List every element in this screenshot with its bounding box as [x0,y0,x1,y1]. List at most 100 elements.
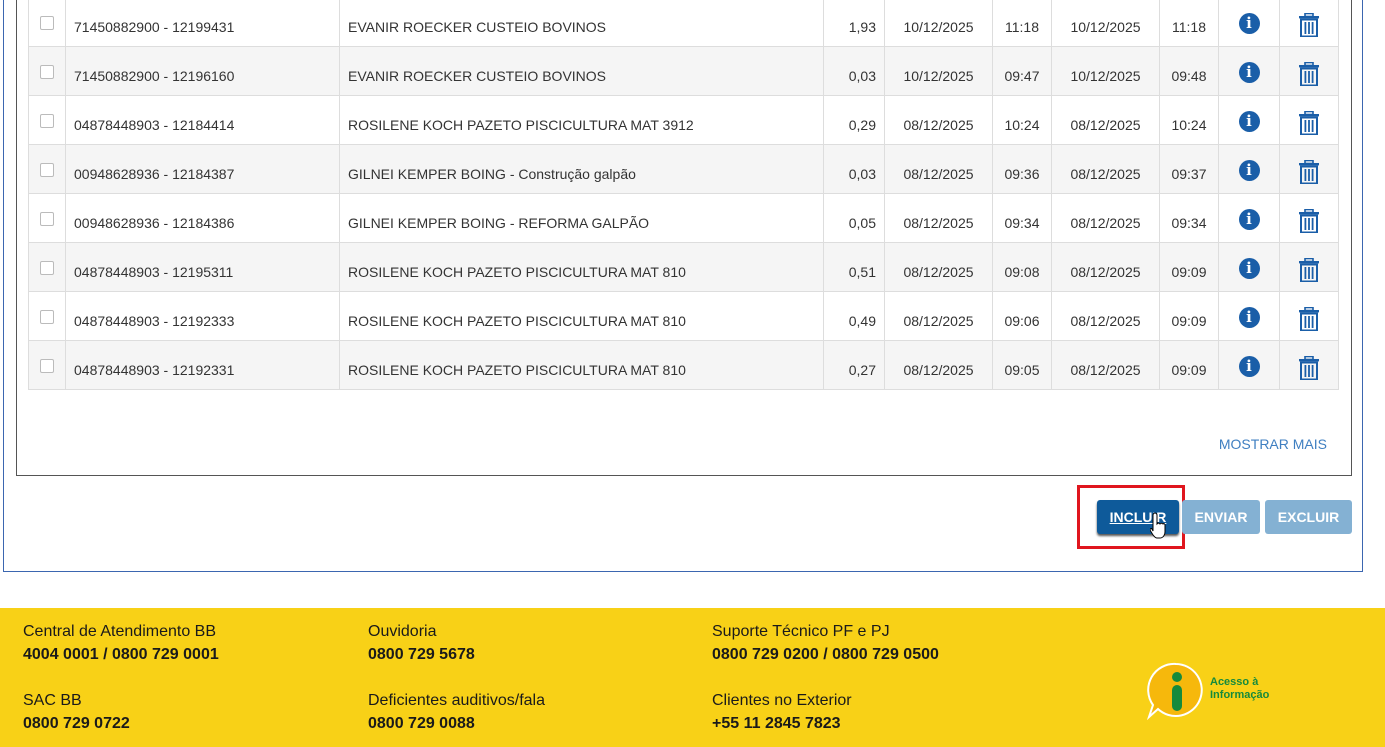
show-more-link[interactable]: MOSTRAR MAIS [1218,436,1327,452]
info-icon[interactable]: i [1238,111,1260,132]
info-icon[interactable]: i [1238,258,1260,279]
table-row: 04878448903 - 12192333 ROSILENE KOCH PAZ… [28,291,1339,341]
row-checkbox[interactable] [40,65,54,79]
info-icon[interactable]: i [1238,356,1260,377]
records-table: 71450882900 - 12199431 EVANIR ROECKER CU… [28,0,1339,390]
id-cell: 04878448903 - 12184414 [65,95,340,145]
table-row: 04878448903 - 12192331 ROSILENE KOCH PAZ… [28,340,1339,390]
row-checkbox[interactable] [40,359,54,373]
description-cell: EVANIR ROECKER CUSTEIO BOVINOS [339,0,824,47]
time-start-cell: 10:24 [992,95,1052,145]
footer-exterior: Clientes no Exterior +55 11 2845 7823 [712,692,852,732]
date-end-cell: 08/12/2025 [1051,144,1160,194]
row-checkbox[interactable] [40,16,54,30]
excluir-button[interactable]: EXCLUIR [1265,500,1352,534]
info-icon[interactable]: i [1238,13,1260,34]
date-start-cell: 10/12/2025 [884,0,993,47]
description-cell: GILNEI KEMPER BOING - REFORMA GALPÃO [339,193,824,243]
time-start-cell: 09:34 [992,193,1052,243]
date-start-cell: 08/12/2025 [884,95,993,145]
date-start-cell: 08/12/2025 [884,340,993,390]
value-cell: 0,27 [823,340,885,390]
value-cell: 0,03 [823,144,885,194]
id-cell: 00948628936 - 12184387 [65,144,340,194]
enviar-button[interactable]: ENVIAR [1182,500,1260,534]
table-row: 00948628936 - 12184387 GILNEI KEMPER BOI… [28,144,1339,194]
time-end-cell: 09:37 [1159,144,1219,194]
info-icon[interactable]: i [1238,160,1260,181]
footer-ouvidoria: Ouvidoria 0800 729 5678 [368,623,475,663]
date-end-cell: 10/12/2025 [1051,0,1160,47]
time-end-cell: 11:18 [1159,0,1219,47]
trash-icon[interactable] [1299,355,1319,383]
description-cell: ROSILENE KOCH PAZETO PISCICULTURA MAT 81… [339,242,824,292]
date-start-cell: 08/12/2025 [884,242,993,292]
date-end-cell: 08/12/2025 [1051,193,1160,243]
date-end-cell: 08/12/2025 [1051,340,1160,390]
footer: Central de Atendimento BB 4004 0001 / 080… [0,608,1385,747]
id-cell: 04878448903 - 12192333 [65,291,340,341]
time-end-cell: 10:24 [1159,95,1219,145]
value-cell: 0,49 [823,291,885,341]
trash-icon[interactable] [1299,110,1319,138]
trash-icon[interactable] [1299,61,1319,89]
time-start-cell: 09:06 [992,291,1052,341]
time-start-cell: 09:08 [992,242,1052,292]
acesso-informacao-logo[interactable] [1146,662,1206,720]
value-cell: 1,93 [823,0,885,47]
id-cell: 00948628936 - 12184386 [65,193,340,243]
trash-icon[interactable] [1299,306,1319,334]
row-checkbox[interactable] [40,212,54,226]
time-end-cell: 09:09 [1159,242,1219,292]
description-cell: GILNEI KEMPER BOING - Construção galpão [339,144,824,194]
time-start-cell: 09:05 [992,340,1052,390]
date-end-cell: 08/12/2025 [1051,291,1160,341]
description-cell: ROSILENE KOCH PAZETO PISCICULTURA MAT 39… [339,95,824,145]
description-cell: EVANIR ROECKER CUSTEIO BOVINOS [339,46,824,96]
logo-text: Acesso à Informação [1210,676,1270,701]
footer-suporte: Suporte Técnico PF e PJ 0800 729 0200 / 0… [712,623,939,663]
time-start-cell: 09:47 [992,46,1052,96]
id-cell: 71450882900 - 12199431 [65,0,340,47]
table-row: 04878448903 - 12195311 ROSILENE KOCH PAZ… [28,242,1339,292]
date-start-cell: 08/12/2025 [884,144,993,194]
info-icon[interactable]: i [1238,307,1260,328]
time-end-cell: 09:09 [1159,340,1219,390]
row-checkbox[interactable] [40,310,54,324]
trash-icon[interactable] [1299,12,1319,40]
table-row: 71450882900 - 12196160 EVANIR ROECKER CU… [28,46,1339,96]
date-start-cell: 10/12/2025 [884,46,993,96]
description-cell: ROSILENE KOCH PAZETO PISCICULTURA MAT 81… [339,340,824,390]
table-container [16,0,1352,476]
table-row: 71450882900 - 12199431 EVANIR ROECKER CU… [28,0,1339,47]
footer-sac: SAC BB 0800 729 0722 [23,692,130,732]
value-cell: 0,03 [823,46,885,96]
date-start-cell: 08/12/2025 [884,291,993,341]
value-cell: 0,51 [823,242,885,292]
time-start-cell: 11:18 [992,0,1052,47]
date-end-cell: 08/12/2025 [1051,242,1160,292]
row-checkbox[interactable] [40,261,54,275]
time-end-cell: 09:09 [1159,291,1219,341]
date-end-cell: 10/12/2025 [1051,46,1160,96]
info-icon[interactable]: i [1238,209,1260,230]
table-row: 04878448903 - 12184414 ROSILENE KOCH PAZ… [28,95,1339,145]
value-cell: 0,05 [823,193,885,243]
trash-icon[interactable] [1299,208,1319,236]
hand-cursor-icon [1150,512,1166,539]
footer-deficientes: Deficientes auditivos/fala 0800 729 0088 [368,692,545,732]
table-row: 00948628936 - 12184386 GILNEI KEMPER BOI… [28,193,1339,243]
footer-central: Central de Atendimento BB 4004 0001 / 080… [23,623,219,663]
id-cell: 04878448903 - 12192331 [65,340,340,390]
trash-icon[interactable] [1299,257,1319,285]
date-end-cell: 08/12/2025 [1051,95,1160,145]
info-icon[interactable]: i [1238,62,1260,83]
id-cell: 04878448903 - 12195311 [65,242,340,292]
trash-icon[interactable] [1299,159,1319,187]
time-start-cell: 09:36 [992,144,1052,194]
description-cell: ROSILENE KOCH PAZETO PISCICULTURA MAT 81… [339,291,824,341]
id-cell: 71450882900 - 12196160 [65,46,340,96]
row-checkbox[interactable] [40,114,54,128]
date-start-cell: 08/12/2025 [884,193,993,243]
row-checkbox[interactable] [40,163,54,177]
